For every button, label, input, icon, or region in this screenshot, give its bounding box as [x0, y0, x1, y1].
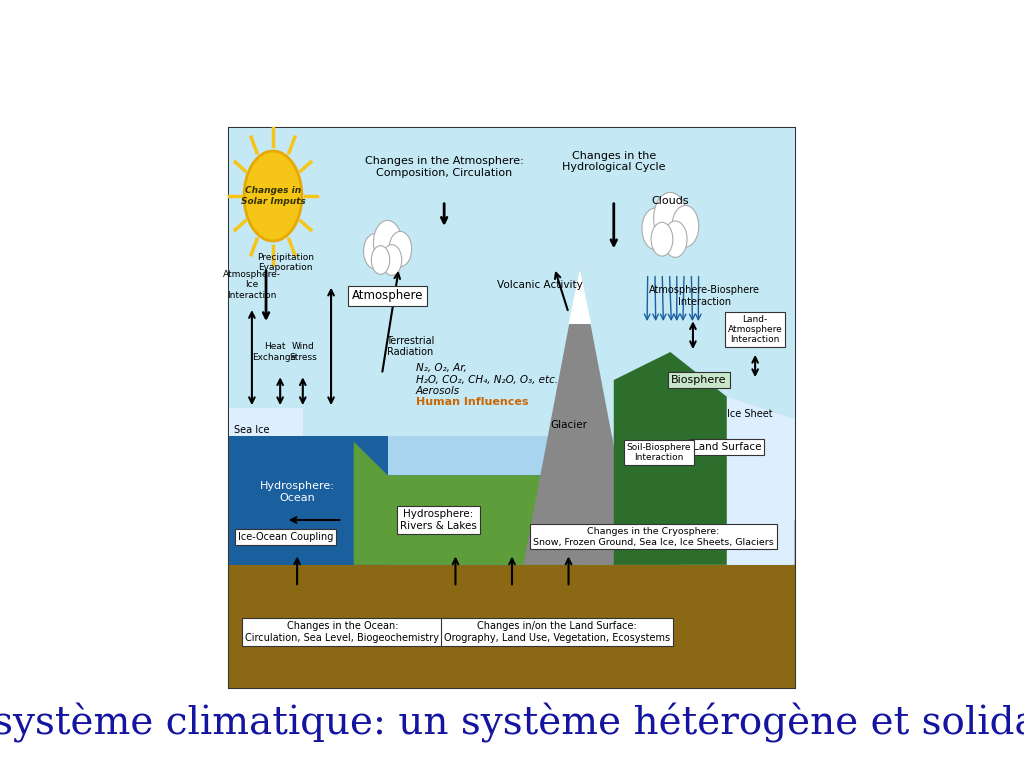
- Text: Land-
Atmosphere
Interaction: Land- Atmosphere Interaction: [728, 315, 782, 345]
- Text: Changes in the Ocean:
Circulation, Sea Level, Biogeochemistry: Changes in the Ocean: Circulation, Sea L…: [246, 621, 439, 643]
- Text: Terrestrial
Radiation: Terrestrial Radiation: [386, 336, 434, 357]
- Circle shape: [651, 222, 673, 256]
- Circle shape: [653, 193, 687, 244]
- Text: N₂, O₂, Ar,
H₂O, CO₂, CH₄, N₂O, O₃, etc.
Aerosols: N₂, O₂, Ar, H₂O, CO₂, CH₄, N₂O, O₃, etc.…: [416, 363, 558, 396]
- Text: Clouds: Clouds: [651, 196, 689, 206]
- Text: Changes in the Atmosphere:
Composition, Circulation: Changes in the Atmosphere: Composition, …: [365, 157, 523, 178]
- Text: Changes in the
Hydrological Cycle: Changes in the Hydrological Cycle: [562, 151, 666, 172]
- Text: Ice-Ocean Coupling: Ice-Ocean Coupling: [239, 531, 334, 541]
- Polygon shape: [727, 397, 795, 564]
- Bar: [229, 436, 795, 520]
- Circle shape: [389, 231, 412, 266]
- Circle shape: [364, 233, 386, 269]
- Polygon shape: [613, 352, 727, 564]
- Text: Changes in/on the Land Surface:
Orography, Land Use, Vegetation, Ecosystems: Changes in/on the Land Surface: Orograph…: [444, 621, 671, 643]
- Circle shape: [664, 221, 687, 257]
- Polygon shape: [353, 442, 682, 564]
- Text: Hydrosphere:
Rivers & Lakes: Hydrosphere: Rivers & Lakes: [400, 509, 477, 531]
- Text: Soil-Biosphere
Interaction: Soil-Biosphere Interaction: [627, 443, 691, 462]
- Text: Land Surface: Land Surface: [692, 442, 761, 452]
- Text: Le système climatique: un système hétérogène et solidaire: Le système climatique: un système hétéro…: [0, 703, 1024, 743]
- Polygon shape: [523, 268, 636, 564]
- Bar: [229, 564, 795, 688]
- Text: Changes in
Solar Imputs: Changes in Solar Imputs: [241, 187, 305, 206]
- Text: Atmosphere-Biosphere
Interaction: Atmosphere-Biosphere Interaction: [649, 285, 760, 306]
- Circle shape: [244, 151, 302, 241]
- Circle shape: [382, 244, 401, 276]
- Text: Human Influences: Human Influences: [416, 397, 528, 407]
- Text: Hydrosphere:
Ocean: Hydrosphere: Ocean: [260, 482, 335, 503]
- Text: Atmosphere: Atmosphere: [352, 290, 423, 303]
- Text: Precipitation
Evaporation: Precipitation Evaporation: [257, 253, 314, 272]
- Bar: [229, 408, 303, 436]
- Circle shape: [374, 220, 401, 264]
- Polygon shape: [568, 268, 591, 324]
- Bar: [229, 128, 795, 436]
- Text: Changes in the Cryosphere:
Snow, Frozen Ground, Sea Ice, Ice Sheets, Glaciers: Changes in the Cryosphere: Snow, Frozen …: [532, 527, 774, 547]
- Circle shape: [672, 205, 698, 247]
- Text: Ice Sheet: Ice Sheet: [727, 409, 772, 419]
- Text: Heat
Exchange: Heat Exchange: [252, 343, 297, 362]
- Text: Biosphere: Biosphere: [671, 375, 726, 385]
- Text: Sea Ice: Sea Ice: [234, 425, 269, 435]
- Polygon shape: [388, 475, 580, 564]
- FancyBboxPatch shape: [229, 128, 795, 688]
- Circle shape: [372, 246, 390, 274]
- Text: Volcanic Activity: Volcanic Activity: [498, 280, 583, 290]
- Circle shape: [642, 208, 669, 250]
- Text: Wind
Stress: Wind Stress: [289, 343, 316, 362]
- Text: Atmosphere-
Ice
Interaction: Atmosphere- Ice Interaction: [223, 270, 281, 300]
- Text: Glacier: Glacier: [550, 420, 587, 430]
- Bar: [229, 436, 388, 564]
